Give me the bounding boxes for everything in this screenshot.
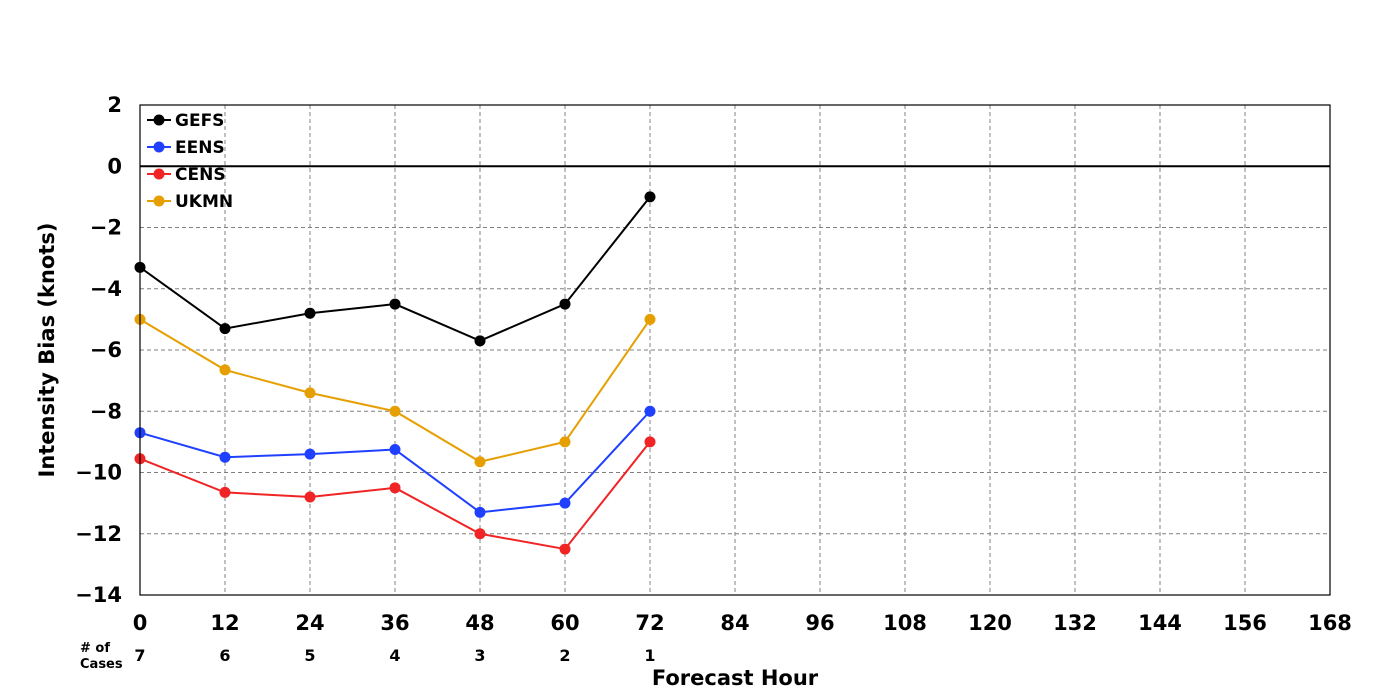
x-tick-label: 144 bbox=[1138, 611, 1182, 635]
y-tick-label: 0 bbox=[107, 154, 122, 178]
cases-value: 4 bbox=[389, 646, 400, 665]
legend-marker-eens bbox=[153, 141, 165, 153]
data-point-eens bbox=[474, 506, 486, 518]
cases-value: 6 bbox=[219, 646, 230, 665]
y-tick-labels: 2 0 −2 −4 −6 −8 −10 −12 −14 bbox=[75, 93, 122, 607]
series-line-ukmn bbox=[139, 318, 651, 463]
x-tick-label: 72 bbox=[635, 611, 664, 635]
cases-row: # of Cases 7 6 5 4 3 2 1 bbox=[80, 641, 656, 672]
x-tick-label: 48 bbox=[465, 611, 494, 635]
x-tick-label: 168 bbox=[1308, 611, 1352, 635]
legend-label-eens: EENS bbox=[175, 138, 225, 158]
data-point-ukmn bbox=[304, 387, 316, 399]
series-layer bbox=[134, 191, 656, 555]
legend-item-cens: CENS bbox=[147, 165, 226, 185]
data-point-ukmn bbox=[559, 436, 571, 448]
y-tick-label: −10 bbox=[75, 461, 122, 485]
x-tick-label: 60 bbox=[550, 611, 579, 635]
data-point-ukmn bbox=[219, 364, 231, 376]
cases-value: 2 bbox=[559, 646, 570, 665]
data-point-gefs bbox=[219, 323, 231, 335]
x-tick-label: 12 bbox=[210, 611, 239, 635]
legend-label-gefs: GEFS bbox=[175, 111, 224, 131]
data-point-eens bbox=[304, 448, 316, 460]
data-point-ukmn bbox=[389, 405, 401, 417]
legend-item-eens: EENS bbox=[147, 138, 225, 158]
legend-item-ukmn: UKMN bbox=[147, 192, 233, 212]
x-tick-label: 84 bbox=[720, 611, 749, 635]
data-point-cens bbox=[304, 491, 316, 503]
y-tick-label: −4 bbox=[90, 277, 122, 301]
y-tick-label: −12 bbox=[75, 522, 122, 546]
data-point-gefs bbox=[559, 298, 571, 310]
y-tick-label: −14 bbox=[75, 583, 122, 607]
legend-label-ukmn: UKMN bbox=[175, 192, 233, 212]
data-point-eens bbox=[389, 444, 401, 456]
x-tick-labels: 0 12 24 36 48 60 72 84 96 108 120 132 144 156 168 bbox=[133, 611, 1352, 635]
legend-item-gefs: GEFS bbox=[147, 111, 224, 131]
legend: GEFS EENS CENS UKMN bbox=[147, 111, 233, 212]
legend-marker-cens bbox=[153, 168, 165, 180]
cases-value: 7 bbox=[134, 646, 145, 665]
x-tick-label: 24 bbox=[295, 611, 324, 635]
data-point-cens bbox=[559, 543, 571, 555]
data-point-gefs bbox=[389, 298, 401, 310]
x-tick-label: 36 bbox=[380, 611, 409, 635]
y-tick-label: −8 bbox=[90, 399, 122, 423]
plot-frame bbox=[139, 104, 1331, 596]
y-tick-label: 2 bbox=[107, 93, 122, 117]
data-point-gefs bbox=[474, 335, 486, 347]
x-axis-title: Forecast Hour bbox=[652, 666, 819, 690]
cases-value: 5 bbox=[304, 646, 315, 665]
x-tick-label: 108 bbox=[883, 611, 927, 635]
x-tick-label: 96 bbox=[805, 611, 834, 635]
cases-label-line2: Cases bbox=[80, 657, 123, 672]
x-tick-label: 120 bbox=[968, 611, 1012, 635]
data-point-eens bbox=[559, 497, 571, 509]
cases-value: 3 bbox=[474, 646, 485, 665]
cases-label-line1: # of bbox=[80, 641, 110, 656]
x-tick-label: 132 bbox=[1053, 611, 1097, 635]
grid-layer bbox=[140, 105, 1330, 595]
legend-marker-gefs bbox=[153, 114, 165, 126]
x-tick-label: 0 bbox=[133, 611, 148, 635]
y-tick-label: −2 bbox=[90, 216, 122, 240]
data-point-gefs bbox=[644, 191, 656, 203]
cases-value: 1 bbox=[644, 646, 655, 665]
legend-marker-ukmn bbox=[153, 195, 165, 207]
y-axis-title: Intensity Bias (knots) bbox=[35, 223, 59, 478]
data-point-cens bbox=[474, 528, 486, 540]
data-point-cens bbox=[644, 436, 656, 448]
data-point-ukmn bbox=[644, 313, 656, 325]
data-point-cens bbox=[219, 486, 231, 498]
data-point-eens bbox=[644, 405, 656, 417]
data-point-cens bbox=[389, 482, 401, 494]
y-tick-label: −6 bbox=[90, 338, 122, 362]
data-point-ukmn bbox=[474, 456, 486, 468]
data-point-eens bbox=[219, 451, 231, 463]
legend-label-cens: CENS bbox=[175, 165, 226, 185]
x-tick-label: 156 bbox=[1223, 611, 1267, 635]
data-point-gefs bbox=[304, 307, 316, 319]
